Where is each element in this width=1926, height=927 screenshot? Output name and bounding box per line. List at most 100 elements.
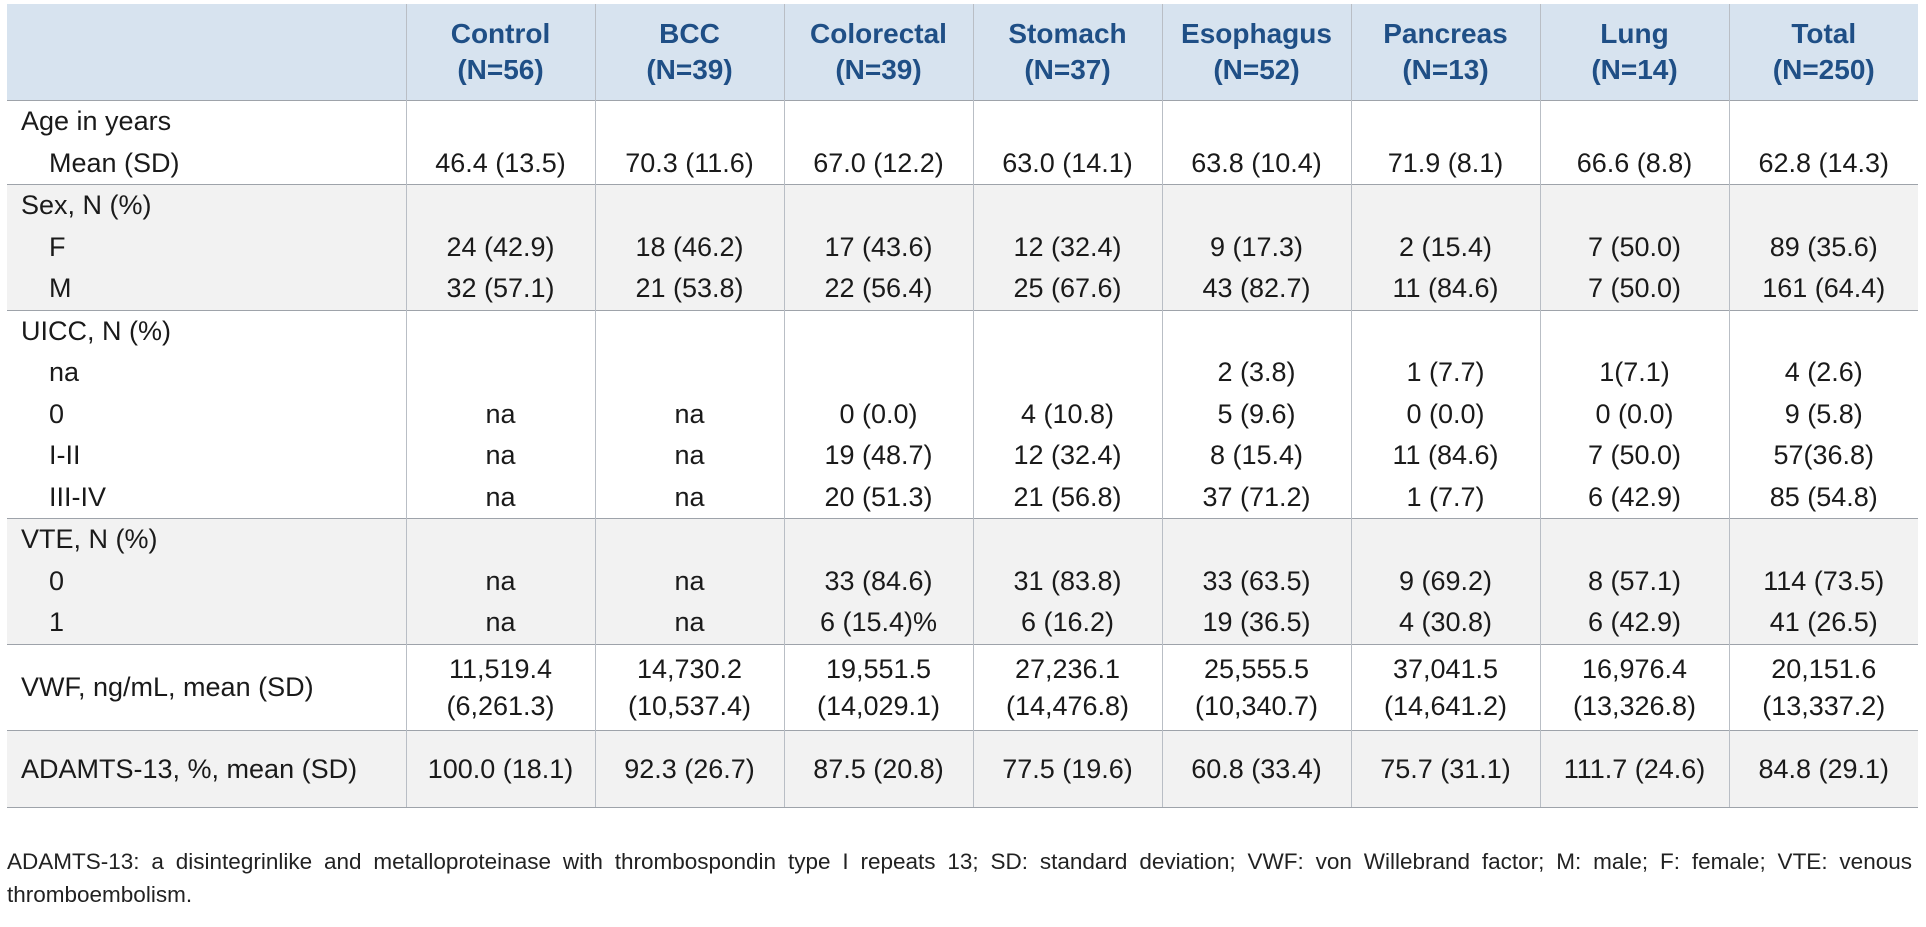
- column-header-label: Lung: [1600, 18, 1669, 49]
- cell-line: (13,326.8): [1572, 690, 1697, 721]
- column-header: Lung (N=14): [1539, 4, 1729, 101]
- table-cell: 19 (48.7): [783, 435, 973, 477]
- table-cell: [783, 518, 973, 561]
- table-cell: 0 (0.0): [783, 393, 973, 435]
- column-header: BCC (N=39): [594, 4, 784, 101]
- table-cell: [1539, 309, 1729, 352]
- table-cell: 75.7 (31.1): [1350, 729, 1540, 808]
- table-cell: 77.5 (19.6): [972, 729, 1162, 808]
- table-cell: 46.4 (13.5): [405, 142, 595, 185]
- table-cell: [972, 184, 1162, 227]
- table-cell: 63.0 (14.1): [972, 142, 1162, 185]
- column-header: Stomach (N=37): [972, 4, 1162, 101]
- cell-line: 37,041.5: [1392, 653, 1499, 684]
- table-cell: 6 (42.9): [1539, 602, 1729, 644]
- column-header-count: (N=13): [1402, 54, 1489, 85]
- table-cell: 11 (84.6): [1350, 268, 1540, 310]
- table-cell: 14,730.2 (10,537.4): [594, 643, 784, 730]
- table-cell: 7 (50.0): [1539, 268, 1729, 310]
- table-cell: 60.8 (33.4): [1161, 729, 1351, 808]
- table-cell: na: [594, 476, 784, 519]
- table-cell: 33 (63.5): [1161, 560, 1351, 602]
- table-cell: 19 (36.5): [1161, 602, 1351, 644]
- table-cell: na: [405, 602, 595, 644]
- table-cell: [405, 518, 595, 561]
- table-cell: 43 (82.7): [1161, 268, 1351, 310]
- table-cell: 4 (10.8): [972, 393, 1162, 435]
- table-cell: [1161, 518, 1351, 561]
- table-cell: 16,976.4 (13,326.8): [1539, 643, 1729, 730]
- cell-line: (14,641.2): [1383, 690, 1508, 721]
- table-cell: [594, 100, 784, 143]
- row-label: Mean (SD): [7, 142, 406, 185]
- table-cell: 1 (7.7): [1350, 476, 1540, 519]
- table-cell: [783, 100, 973, 143]
- table-cell: 12 (32.4): [972, 226, 1162, 268]
- cell-line: 20,151.6: [1771, 653, 1877, 684]
- header-row: Control (N=56) BCC (N=39) Colorectal (N=39) St…: [7, 4, 1918, 101]
- cell-line: (10,537.4): [627, 690, 752, 721]
- table-cell: na: [594, 560, 784, 602]
- table-cell: na: [405, 393, 595, 435]
- table-cell: 0 (0.0): [1350, 393, 1540, 435]
- table-row: Mean (SD) 46.4 (13.5) 70.3 (11.6) 67.0 (12.…: [7, 142, 1918, 185]
- table-cell: 114 (73.5): [1728, 560, 1918, 602]
- table-row: Sex, N (%): [7, 184, 1918, 227]
- row-label-text: Mean (SD): [49, 147, 180, 178]
- column-header-count: (N=37): [1024, 54, 1111, 85]
- table-cell: 62.8 (14.3): [1728, 142, 1918, 185]
- table-cell: 0 (0.0): [1539, 393, 1729, 435]
- row-label: 1: [7, 602, 406, 644]
- table-cell: 5 (9.6): [1161, 393, 1351, 435]
- row-label: UICC, N (%): [7, 309, 406, 352]
- cell-line: 27,236.1: [1014, 653, 1121, 684]
- table-cell: 4 (2.6): [1728, 352, 1918, 394]
- column-header: Total (N=250): [1728, 4, 1918, 101]
- table-cell: [783, 352, 973, 394]
- column-header: Pancreas (N=13): [1350, 4, 1540, 101]
- row-label-text: 0: [49, 565, 65, 596]
- table-cell: 37,041.5 (14,641.2): [1350, 643, 1540, 730]
- table-cell: 17 (43.6): [783, 226, 973, 268]
- table-cell: [1728, 184, 1918, 227]
- table-row: III-IV na na 20 (51.3) 21 (56.8) 37 (71.2) 1 (…: [7, 476, 1918, 519]
- table-row: VWF, ng/mL, mean (SD) 11,519.4 (6,261.3) 14…: [7, 643, 1918, 730]
- row-label-text: na: [49, 357, 80, 387]
- column-header-label: Total: [1791, 18, 1857, 49]
- table-cell: 25,555.5 (10,340.7): [1161, 643, 1351, 730]
- column-header: Esophagus (N=52): [1161, 4, 1351, 101]
- table-cell: [1161, 184, 1351, 227]
- cell-line: 11,519.4: [448, 653, 553, 684]
- row-label: VWF, ng/mL, mean (SD): [7, 643, 406, 730]
- table-cell: 9 (5.8): [1728, 393, 1918, 435]
- table-cell: 37 (71.2): [1161, 476, 1351, 519]
- column-header-label: BCC: [659, 18, 720, 49]
- table-cell: [1539, 518, 1729, 561]
- table-cell: [783, 184, 973, 227]
- table-cell: na: [405, 476, 595, 519]
- column-header-count: (N=56): [457, 54, 544, 85]
- table-cell: [1728, 309, 1918, 352]
- row-label-text: 0: [49, 398, 65, 429]
- table-cell: 6 (42.9): [1539, 476, 1729, 519]
- table-cell: 7 (50.0): [1539, 435, 1729, 477]
- table-cell: [1350, 100, 1540, 143]
- row-label-text: F: [49, 231, 66, 262]
- row-label-text: ADAMTS-13, %, mean (SD): [21, 753, 358, 784]
- table-row: ADAMTS-13, %, mean (SD) 100.0 (18.1) 92.3 …: [7, 729, 1918, 808]
- patient-characteristics-table: Control (N=56) BCC (N=39) Colorectal (N=39) St…: [7, 4, 1918, 808]
- table-cell: 4 (30.8): [1350, 602, 1540, 644]
- row-label: na: [7, 352, 406, 394]
- table-cell: [594, 309, 784, 352]
- row-label-text: UICC, N (%): [21, 315, 171, 346]
- table-cell: [972, 352, 1162, 394]
- table-cell: 71.9 (8.1): [1350, 142, 1540, 185]
- row-label: Sex, N (%): [7, 184, 406, 227]
- table-cell: 111.7 (24.6): [1539, 729, 1729, 808]
- table-cell: 18 (46.2): [594, 226, 784, 268]
- column-header-label: Pancreas: [1383, 18, 1508, 49]
- table-cell: 92.3 (26.7): [594, 729, 784, 808]
- row-label: VTE, N (%): [7, 518, 406, 561]
- cell-line: 14,730.2: [636, 653, 743, 684]
- row-label: Age in years: [7, 100, 406, 143]
